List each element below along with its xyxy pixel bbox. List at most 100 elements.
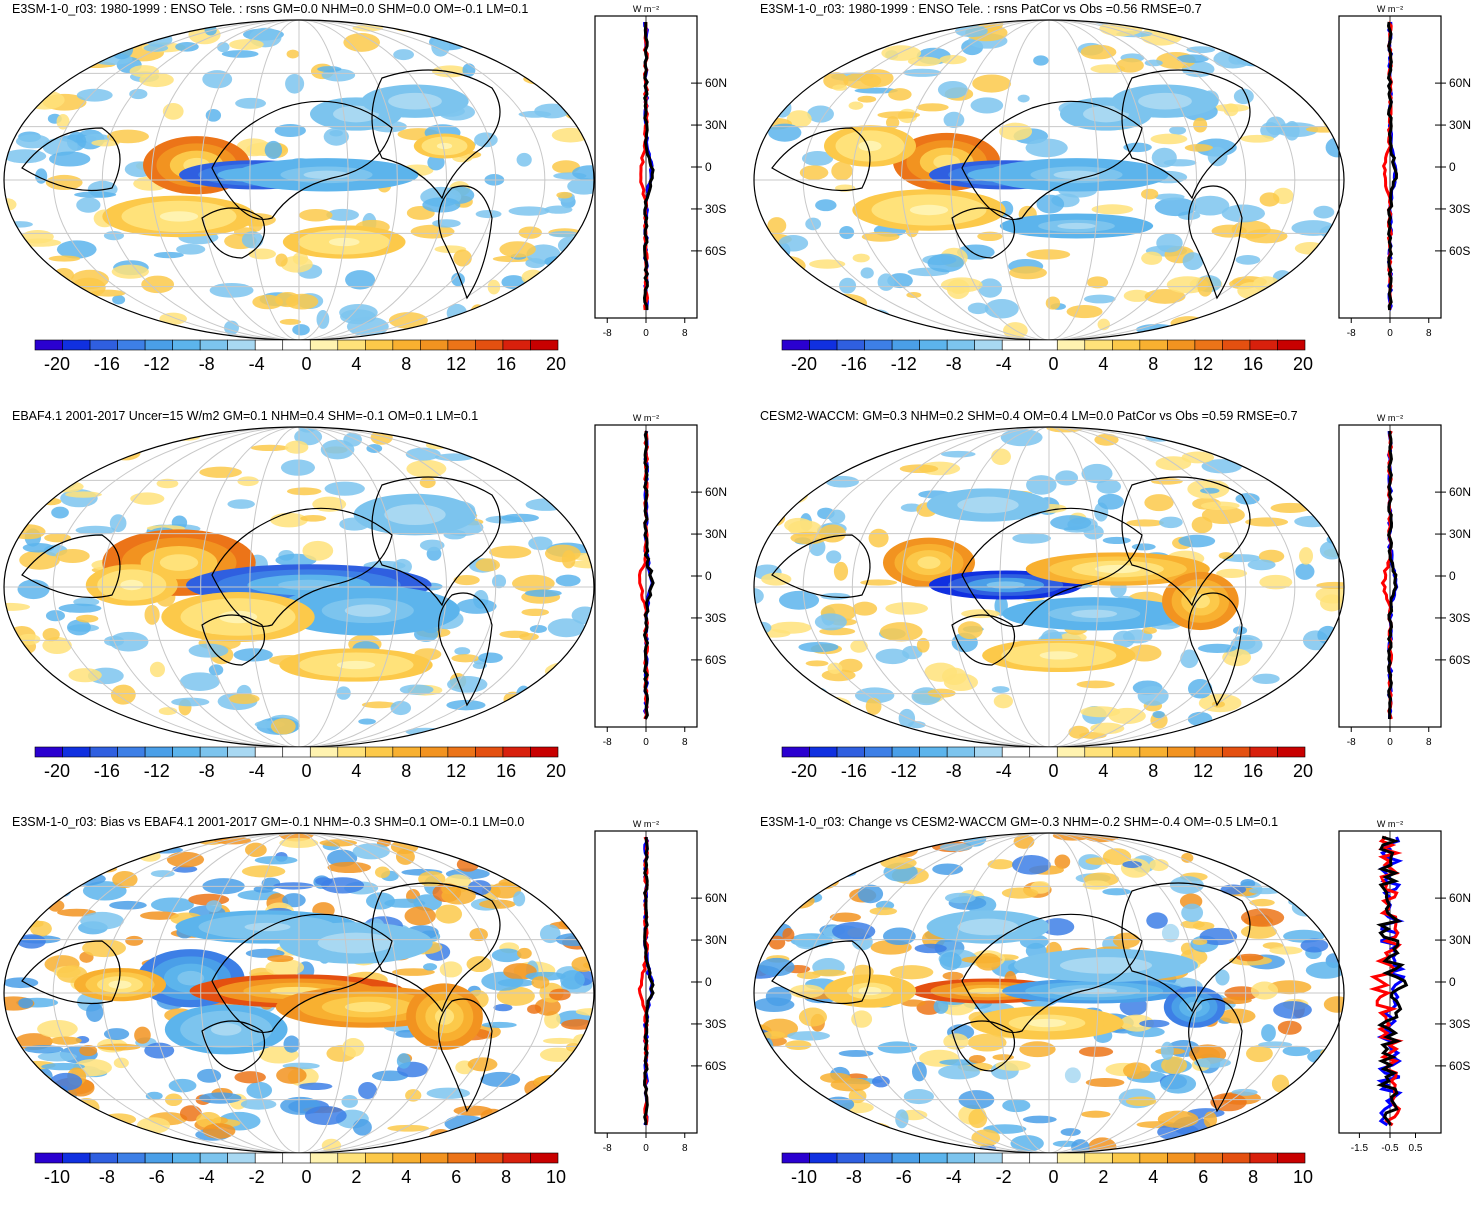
colorbar-tick-label: 12 [1193,354,1213,374]
colorbar-tick-label: 0 [301,761,311,781]
colorbar-tick-label: -12 [144,354,170,374]
colorbar-tick-label: -8 [199,354,215,374]
colorbar-tick-label: 8 [401,761,411,781]
colorbar: -20 -16 -12 -8 -4 0 4 8 12 16 20 [781,746,1313,781]
colorbar-tick-label: 4 [1098,761,1108,781]
colorbar-tick-label: -8 [199,761,215,781]
map-panel-1: E3SM-1-0_r03: 1980-1999 : ENSO Tele. : r… [0,0,745,400]
colorbar-tick-label: -2 [249,1167,265,1187]
colorbar-tick-label: -4 [996,761,1012,781]
zonal-line [1386,21,1399,311]
colorbar-tick-label: 4 [1148,1167,1158,1187]
zonal-tick-label: -8 [603,328,612,339]
colorbar-tick-label: 4 [351,354,361,374]
lat-tick-label: 30S [705,611,726,625]
units-label: W m⁻² [1377,413,1403,423]
colorbar-tick-label: 2 [1098,1167,1108,1187]
colorbar-tick-label: 6 [451,1167,461,1187]
panel-title: E3SM-1-0_r03: Bias vs EBAF4.1 2001-2017 … [12,815,525,829]
world-map [753,832,1345,1154]
lat-tick-label: 0 [1449,975,1456,989]
lat-tick-label: 0 [1449,569,1456,583]
zonal-line [642,22,655,311]
colorbar-tick-label: 16 [496,354,516,374]
panel-title: E3SM-1-0_r03: Change vs CESM2-WACCM GM=-… [760,815,1279,829]
zonal-mean-plot: W m⁻² 60N 30N 0 30S 60S -8 0 8 [594,4,727,339]
world-map [3,19,595,341]
lat-tick-label: 60S [705,653,726,667]
zonal-mean-plot: W m⁻² 60N 30N 0 30S 60S -8 0 8 [594,819,727,1154]
zonal-line [642,837,655,1126]
map-panel-2: E3SM-1-0_r03: 1980-1999 : ENSO Tele. : r… [750,0,1483,400]
colorbar-tick-label: -8 [946,354,962,374]
colorbar-tick-label: -12 [144,761,170,781]
map-panel-4: CESM2-WACCM: GM=0.3 NHM=0.2 SHM=0.4 OM=0… [750,407,1483,807]
lat-tick-label: 60N [1449,76,1471,90]
zonal-tick-label: -8 [603,1143,612,1154]
colorbar: -10 -8 -6 -4 -2 0 2 4 6 8 10 [781,1152,1313,1187]
zonal-line [1376,835,1409,1126]
colorbar-tick-label: 16 [1243,761,1263,781]
colorbar-tick-label: 16 [496,761,516,781]
zonal-tick-label: -1.5 [1351,1143,1369,1154]
lat-tick-label: 0 [705,160,712,174]
colorbar-tick-label: -4 [249,761,265,781]
lat-tick-label: 60N [705,485,727,499]
colorbar-tick-label: 8 [401,354,411,374]
colorbar-tick-label: 8 [1248,1167,1258,1187]
colorbar-tick-label: -6 [896,1167,912,1187]
zonal-tick-label: -0.5 [1381,1143,1399,1154]
colorbar-tick-label: -16 [841,761,867,781]
colorbar: -20 -16 -12 -8 -4 0 4 8 12 16 20 [781,339,1313,374]
lat-tick-label: 60S [1449,653,1470,667]
lat-tick-label: 60N [705,891,727,905]
colorbar-tick-label: 10 [546,1167,566,1187]
colorbar: -20 -16 -12 -8 -4 0 4 8 12 16 20 [34,339,566,374]
colorbar-tick-label: -8 [99,1167,115,1187]
zonal-line [1368,835,1404,1127]
lat-tick-label: 30N [705,933,727,947]
colorbar-tick-label: 2 [351,1167,361,1187]
colorbar-tick-label: 20 [1293,761,1313,781]
colorbar-tick-label: -12 [891,354,917,374]
lat-tick-label: 30N [705,118,727,132]
colorbar-tick-label: -6 [149,1167,165,1187]
colorbar-tick-label: -12 [891,761,917,781]
colorbar-tick-label: -20 [791,761,817,781]
colorbar-tick-label: 4 [401,1167,411,1187]
colorbar-tick-label: 0 [1048,1167,1058,1187]
zonal-mean-plot: W m⁻² 60N 30N 0 30S 60S -8 0 8 [594,413,727,748]
lat-tick-label: 60S [1449,1059,1470,1073]
colorbar-tick-label: -4 [996,354,1012,374]
colorbar-tick-label: -4 [249,354,265,374]
units-label: W m⁻² [633,4,659,14]
zonal-mean-plot: W m⁻² 60N 30N 0 30S 60S -1.5 -0.5 0.5 [1338,819,1471,1154]
colorbar-tick-label: 20 [546,354,566,374]
colorbar-tick-label: 8 [501,1167,511,1187]
colorbar-tick-label: 6 [1198,1167,1208,1187]
lat-tick-label: 30N [1449,118,1471,132]
colorbar-tick-label: 20 [546,761,566,781]
zonal-tick-label: 0 [1387,328,1393,339]
lat-tick-label: 60N [1449,485,1471,499]
colorbar-tick-label: -16 [94,761,120,781]
colorbar: -10 -8 -6 -4 -2 0 2 4 6 8 10 [34,1152,566,1187]
lat-tick-label: 0 [705,975,712,989]
colorbar-tick-label: -4 [946,1167,962,1187]
zonal-line [642,430,655,720]
colorbar-tick-label: 4 [351,761,361,781]
lat-tick-label: 60S [705,1059,726,1073]
colorbar-tick-label: 0 [1048,354,1058,374]
world-map [3,832,595,1154]
colorbar: -20 -16 -12 -8 -4 0 4 8 12 16 20 [34,746,566,781]
zonal-tick-label: -8 [603,737,612,748]
colorbar-tick-label: 4 [1098,354,1108,374]
zonal-tick-label: 8 [1426,737,1432,748]
colorbar-tick-label: 0 [1048,761,1058,781]
lat-tick-label: 60N [705,76,727,90]
zonal-line [1386,430,1398,720]
units-label: W m⁻² [1377,819,1403,829]
lat-tick-label: 30N [705,527,727,541]
colorbar-tick-label: -16 [94,354,120,374]
zonal-tick-label: 0 [643,328,649,339]
